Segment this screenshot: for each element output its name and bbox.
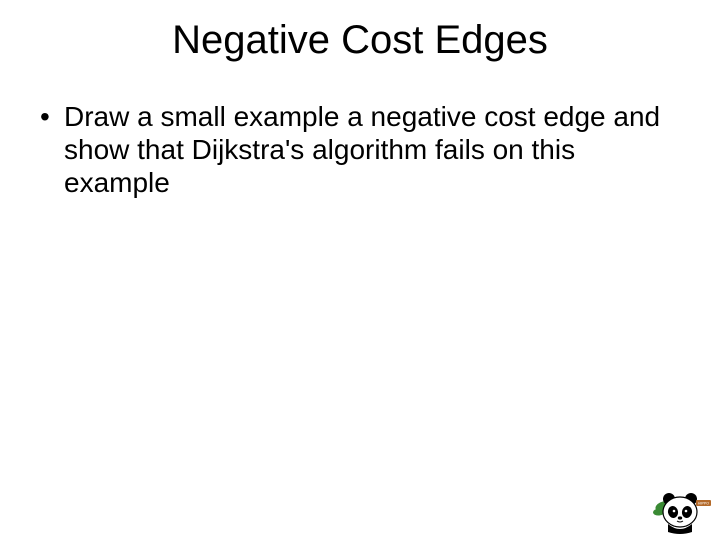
tag-label: HIPPO [698, 502, 709, 506]
nose-icon [678, 516, 682, 519]
bullet-marker: • [38, 100, 64, 133]
panda-mascot-icon: HIPPO [652, 488, 712, 534]
list-item: • Draw a small example a negative cost e… [38, 100, 678, 199]
eye-highlight-icon [673, 510, 676, 513]
eye-highlight-icon [685, 510, 688, 513]
page-title: Negative Cost Edges [0, 18, 720, 63]
slide: Negative Cost Edges • Draw a small examp… [0, 0, 720, 540]
bullet-text: Draw a small example a negative cost edg… [64, 100, 678, 199]
content-area: • Draw a small example a negative cost e… [38, 100, 678, 199]
